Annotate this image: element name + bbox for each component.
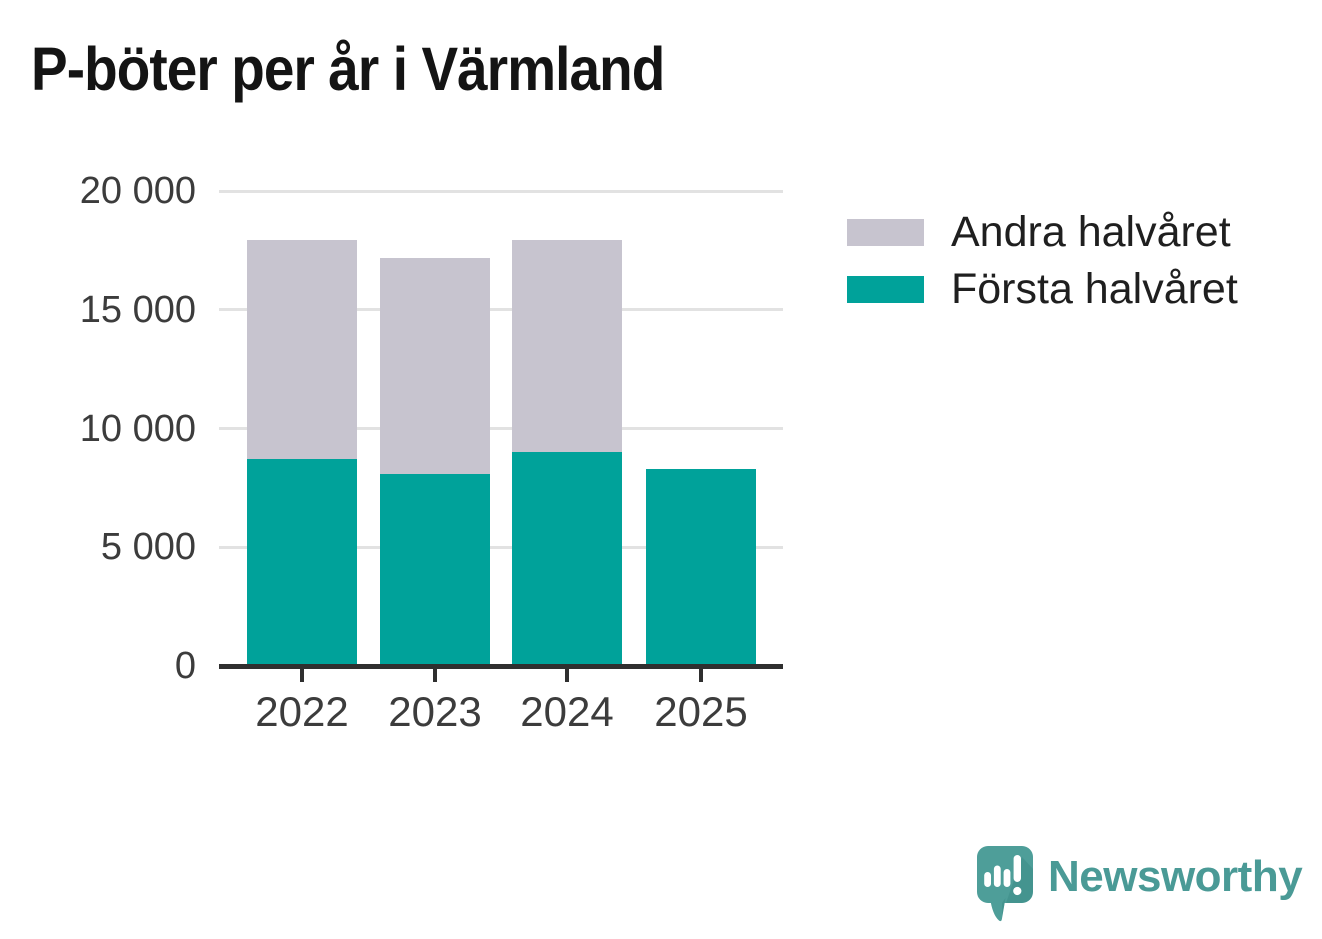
- bar-2022-första-halvåret: [247, 459, 357, 666]
- x-axis-tick: [565, 668, 569, 682]
- x-axis-tick: [433, 668, 437, 682]
- bar-2024-andra-halvåret: [512, 239, 622, 453]
- legend-item: Andra halvåret: [847, 207, 1238, 256]
- bar-2025-första-halvåret: [646, 468, 756, 666]
- x-axis-tick: [300, 668, 304, 682]
- newsworthy-wordmark: Newsworthy: [1048, 852, 1303, 901]
- bar-2022-andra-halvåret: [247, 239, 357, 460]
- x-axis-tick-label: 2023: [388, 688, 482, 735]
- newsworthy-logo-icon: [977, 846, 1033, 922]
- bar-2024-första-halvåret: [512, 452, 622, 666]
- x-axis-line: [219, 663, 783, 669]
- y-axis-tick-label: 20 000: [79, 170, 196, 212]
- x-axis-tick-label: 2022: [255, 688, 349, 735]
- gridline-15000: [219, 308, 783, 312]
- x-axis-tick: [699, 668, 703, 682]
- x-axis-tick-label: 2025: [654, 688, 748, 735]
- bar-2023-andra-halvåret: [380, 257, 490, 474]
- gridline-10000: [219, 427, 783, 430]
- bar-2023-första-halvåret: [380, 473, 490, 666]
- legend-swatch: [847, 218, 924, 246]
- legend-label: Andra halvåret: [951, 207, 1231, 256]
- gridline-5000: [219, 545, 783, 549]
- legend: Andra halvåret Första halvåret: [847, 207, 1238, 313]
- gridline-20000: [219, 189, 783, 193]
- y-axis-tick-label: 0: [174, 645, 196, 687]
- y-axis-tick-label: 15 000: [79, 288, 196, 331]
- x-axis-tick-label: 2024: [520, 688, 614, 735]
- chart-title: P-böter per år i Värmland: [31, 35, 665, 103]
- y-axis-tick-label: 10 000: [79, 407, 196, 450]
- legend-label: Första halvåret: [951, 264, 1238, 313]
- legend-item: Första halvåret: [847, 264, 1238, 313]
- legend-swatch: [847, 275, 924, 303]
- y-axis-tick-label: 5 000: [100, 526, 196, 569]
- newsworthy-branding: Newsworthy: [977, 846, 1303, 924]
